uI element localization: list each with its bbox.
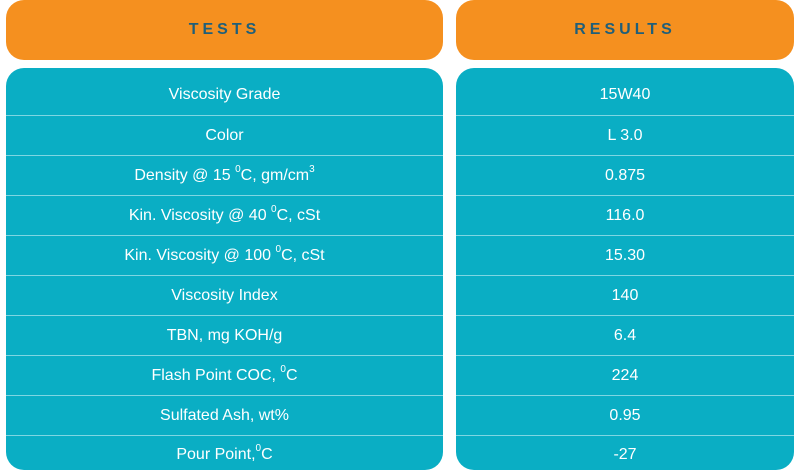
result-value: 15.30 xyxy=(604,246,646,264)
test-row-color: Color xyxy=(6,115,443,155)
result-value: L 3.0 xyxy=(607,126,643,144)
test-label: Kin. Viscosity @ 100 0C, cSt xyxy=(124,244,325,264)
test-label: Kin. Viscosity @ 40 0C, cSt xyxy=(128,204,321,224)
test-row-kin-viscosity-100: Kin. Viscosity @ 100 0C, cSt xyxy=(6,235,443,275)
result-row: 224 xyxy=(456,355,794,395)
result-value: 15W40 xyxy=(599,86,651,103)
test-label: Viscosity Index xyxy=(171,286,278,304)
results-column: 15W40 L 3.0 0.875 116.0 15.30 140 6.4 22… xyxy=(456,68,794,470)
test-label: Sulfated Ash, wt% xyxy=(160,406,289,424)
test-label: Color xyxy=(205,126,244,144)
test-row-density: Density @ 15 0C, gm/cm3 xyxy=(6,155,443,195)
result-row: 140 xyxy=(456,275,794,315)
test-label: TBN, mg KOH/g xyxy=(166,326,283,344)
result-value: 0.95 xyxy=(609,406,641,424)
tests-column: Viscosity Grade Color Density @ 15 0C, g… xyxy=(6,68,443,470)
result-row: 15.30 xyxy=(456,235,794,275)
results-header-label: RESULTS xyxy=(574,21,676,38)
result-row: -27 xyxy=(456,435,794,470)
result-value: 0.875 xyxy=(604,166,646,184)
test-row-flash-point: Flash Point COC, 0C xyxy=(6,355,443,395)
result-value: -27 xyxy=(613,445,637,463)
results-header: RESULTS xyxy=(456,0,794,60)
test-label: Flash Point COC, 0C xyxy=(151,364,298,384)
result-value: 116.0 xyxy=(605,206,645,224)
result-value: 6.4 xyxy=(613,326,637,344)
test-row-tbn: TBN, mg KOH/g xyxy=(6,315,443,355)
test-row-pour-point: Pour Point,0C xyxy=(6,435,443,470)
test-row-kin-viscosity-40: Kin. Viscosity @ 40 0C, cSt xyxy=(6,195,443,235)
result-row: L 3.0 xyxy=(456,115,794,155)
result-row: 0.95 xyxy=(456,395,794,435)
result-row: 15W40 xyxy=(456,75,794,115)
result-row: 116.0 xyxy=(456,195,794,235)
test-label: Pour Point,0C xyxy=(176,443,273,463)
test-row-sulfated-ash: Sulfated Ash, wt% xyxy=(6,395,443,435)
tests-header: TESTS xyxy=(6,0,443,60)
test-label: Density @ 15 0C, gm/cm3 xyxy=(134,164,315,184)
result-value: 224 xyxy=(611,366,639,384)
result-row: 6.4 xyxy=(456,315,794,355)
test-row-viscosity-index: Viscosity Index xyxy=(6,275,443,315)
result-value: 140 xyxy=(611,286,639,304)
tests-header-label: TESTS xyxy=(188,21,261,38)
result-row: 0.875 xyxy=(456,155,794,195)
test-label: Viscosity Grade xyxy=(168,86,281,103)
test-row-viscosity-grade: Viscosity Grade xyxy=(6,75,443,115)
